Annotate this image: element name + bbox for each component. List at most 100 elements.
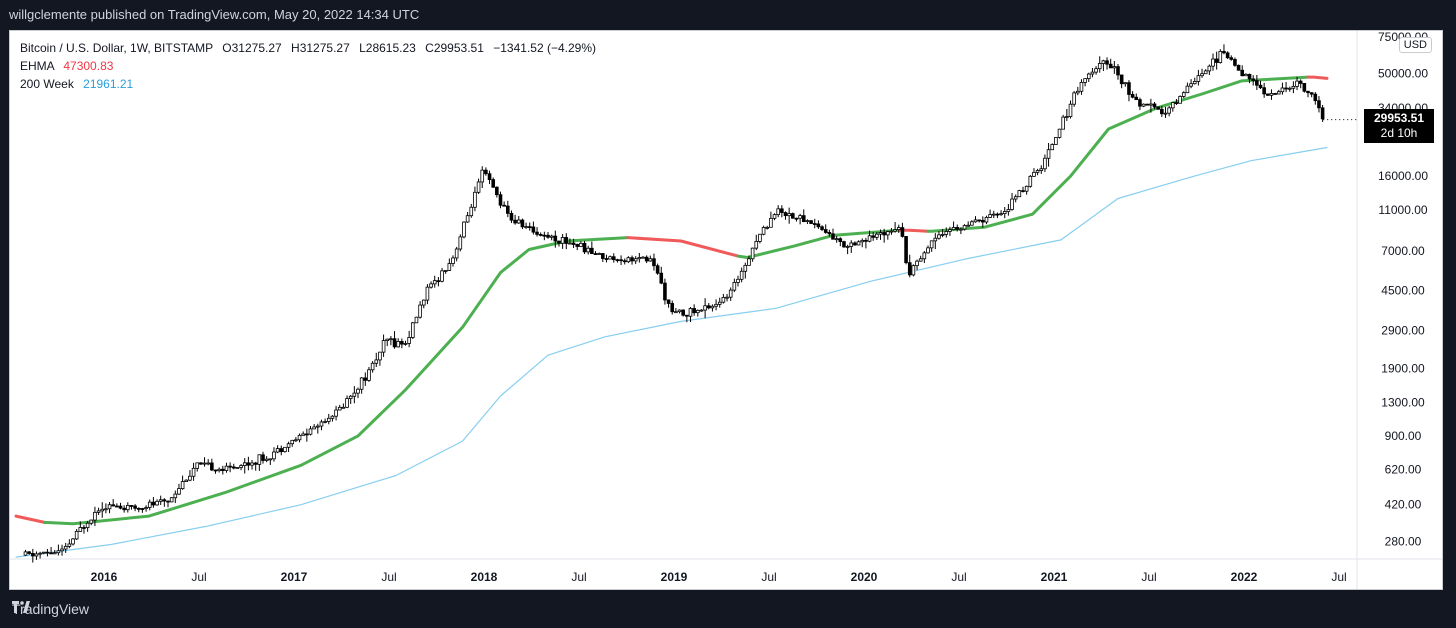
candle-body-352 [1309, 92, 1314, 95]
x-tick-label-10: 2021 [1041, 570, 1068, 584]
candle-body-272 [1017, 190, 1022, 198]
candle-body-136 [520, 219, 525, 228]
candle-body-350 [1302, 83, 1307, 92]
candle-body-300 [1119, 74, 1124, 85]
candle-body-307 [1145, 103, 1150, 106]
candle-body-22 [104, 508, 108, 511]
candle-body-29 [129, 505, 134, 507]
candle-body-283 [1057, 128, 1062, 138]
candle-body-298 [1112, 66, 1117, 69]
candle-body-10 [60, 548, 64, 552]
candle-body-171 [648, 258, 653, 262]
price-chart[interactable]: 75000.0050000.0034000.0016000.0011000.00… [10, 31, 1442, 589]
candle-body-326 [1214, 58, 1219, 63]
candle-body-279 [1043, 157, 1047, 170]
candle-body-312 [1163, 112, 1168, 115]
candle-body-213 [801, 215, 806, 222]
candle-body-222 [834, 238, 839, 241]
candle-body-30 [133, 505, 137, 509]
candle-body-163 [619, 259, 623, 262]
candle-body-55 [224, 465, 229, 471]
candle-body-54 [221, 468, 225, 471]
candle-body-91 [356, 388, 360, 394]
candle-body-162 [615, 259, 620, 262]
candle-body-344 [1280, 87, 1285, 93]
candle-body-35 [151, 501, 156, 506]
candle-body-301 [1123, 82, 1128, 85]
candle-body-95 [370, 362, 375, 371]
candle-body-225 [845, 246, 850, 248]
candle-body-23 [107, 504, 112, 510]
x-tick-label-1: Jul [191, 570, 206, 584]
candle-body-206 [776, 208, 780, 216]
last-price-badge: 29953.51 2d 10h [1364, 109, 1434, 143]
candle-body-26 [118, 505, 123, 509]
candle-body-46 [191, 467, 196, 477]
candle-body-314 [1171, 102, 1175, 109]
candle-body-188 [710, 305, 715, 309]
candle-body-33 [144, 507, 148, 510]
candle-body-269 [1006, 209, 1011, 212]
candle-body-144 [549, 235, 554, 238]
candle-body-289 [1079, 82, 1084, 92]
candle-body-94 [367, 369, 371, 381]
candle-body-179 [677, 309, 682, 313]
candle-body-76 [301, 433, 305, 436]
y-tick-label-10: 900.00 [1385, 429, 1422, 443]
candle-body-24 [111, 504, 115, 507]
candle-body-337 [1255, 80, 1259, 86]
candle-body-143 [546, 234, 550, 238]
candle-body-118 [454, 248, 459, 259]
candle-body-320 [1192, 80, 1197, 85]
candle-body-212 [798, 215, 802, 219]
candle-body-278 [1039, 168, 1044, 171]
candle-body-234 [878, 232, 883, 235]
currency-button[interactable]: USD [1398, 37, 1432, 53]
candle-body-341 [1269, 93, 1274, 96]
candle-body-11 [63, 545, 68, 550]
candle-body-48 [199, 462, 203, 465]
candle-body-285 [1065, 116, 1069, 118]
candle-body-267 [999, 213, 1003, 216]
candle-body-193 [728, 289, 733, 298]
candle-body-72 [286, 443, 291, 448]
chart-panel[interactable]: Bitcoin / U.S. Dollar, 1W, BITSTAMP O312… [9, 30, 1443, 590]
candle-body-349 [1298, 80, 1303, 84]
candle-body-107 [414, 316, 419, 324]
candle-body-296 [1105, 60, 1109, 65]
ehma-legend-row[interactable]: EHMA 47300.83 [20, 57, 596, 75]
ehma-segment-1 [43, 236, 630, 526]
x-tick-label-12: 2022 [1231, 570, 1258, 584]
candle-body-74 [294, 439, 298, 442]
candle-body-170 [644, 256, 649, 262]
candle-body-112 [432, 280, 437, 285]
candle-body-167 [633, 258, 638, 262]
tradingview-logo[interactable]: TradingView [12, 601, 89, 617]
candle-body-169 [641, 256, 645, 259]
x-tick-label-4: 2018 [471, 570, 498, 584]
candle-body-154 [586, 247, 590, 253]
candle-body-208 [783, 212, 788, 217]
candle-body-27 [122, 507, 126, 511]
candle-body-319 [1189, 83, 1193, 87]
candle-body-353 [1313, 93, 1318, 102]
candle-body-97 [378, 351, 382, 361]
candle-body-3 [34, 553, 39, 557]
candle-body-187 [706, 305, 711, 309]
candle-body-174 [659, 272, 664, 284]
candle-body-230 [864, 239, 868, 242]
candle-body-140 [535, 231, 539, 235]
y-tick-label-7: 2900.00 [1381, 323, 1425, 337]
ma-legend-row[interactable]: 200 Week 21961.21 [20, 75, 596, 93]
candle-body-58 [235, 467, 240, 469]
candle-body-53 [217, 468, 221, 472]
open-value: O31275.27 [222, 41, 282, 55]
candle-body-166 [630, 257, 634, 262]
candle-body-293 [1094, 68, 1098, 73]
candle-body-175 [663, 282, 667, 301]
publisher-line: willgclemente published on TradingView.c… [9, 7, 420, 22]
candle-body-345 [1284, 87, 1288, 90]
candle-body-81 [319, 421, 324, 427]
candle-body-77 [305, 433, 309, 436]
symbol-legend-row[interactable]: Bitcoin / U.S. Dollar, 1W, BITSTAMP O312… [20, 39, 596, 57]
